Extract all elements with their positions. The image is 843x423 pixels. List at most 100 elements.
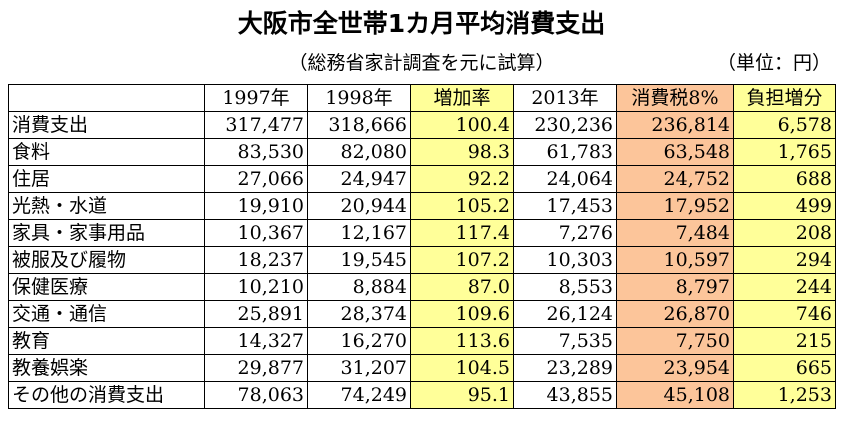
table-row: 被服及び履物 18,237 19,545 107.2 10,303 10,597 294 bbox=[8, 246, 836, 274]
value-1997: 83,530 bbox=[204, 138, 308, 166]
increase-rate: 107.2 bbox=[410, 246, 514, 274]
table-row: 交通・通信 25,891 28,374 109.6 26,124 26,870 746 bbox=[8, 300, 836, 328]
page-title: 大阪市全世帯1カ月平均消費支出 bbox=[237, 9, 606, 38]
header-increase-rate: 増加率 bbox=[410, 84, 514, 112]
row-label: 住居 bbox=[8, 165, 205, 193]
table-row: 教育 14,327 16,270 113.6 7,535 7,750 215 bbox=[8, 327, 836, 355]
consumption-tax-8pct: 23,954 bbox=[616, 354, 734, 382]
table-body: 消費支出 317,477 318,666 100.4 230,236 236,814 6,5… bbox=[8, 111, 836, 409]
row-label: 食料 bbox=[8, 138, 205, 166]
value-1997: 14,327 bbox=[204, 327, 308, 355]
table-row: 光熱・水道 19,910 20,944 105.2 17,453 17,952 499 bbox=[8, 192, 836, 220]
value-1997: 10,210 bbox=[204, 273, 308, 301]
value-2013: 26,124 bbox=[513, 300, 617, 328]
table-row: 消費支出 317,477 318,666 100.4 230,236 236,814 6,5… bbox=[8, 111, 836, 139]
value-2013: 10,303 bbox=[513, 246, 617, 274]
value-2013: 17,453 bbox=[513, 192, 617, 220]
value-1997: 27,066 bbox=[204, 165, 308, 193]
value-1997: 18,237 bbox=[204, 246, 308, 274]
table-row: 住居 27,066 24,947 92.2 24,064 24,752 688 bbox=[8, 165, 836, 193]
value-1998: 31,207 bbox=[307, 354, 411, 382]
consumption-tax-8pct: 10,597 bbox=[616, 246, 734, 274]
row-label: 被服及び履物 bbox=[8, 246, 205, 274]
increase-rate: 113.6 bbox=[410, 327, 514, 355]
value-2013: 24,064 bbox=[513, 165, 617, 193]
value-1998: 24,947 bbox=[307, 165, 411, 193]
consumption-tax-8pct: 236,814 bbox=[616, 111, 734, 139]
header-2013: 2013年 bbox=[513, 84, 617, 112]
row-label: 教養娯楽 bbox=[8, 354, 205, 382]
table-row: 教養娯楽 29,877 31,207 104.5 23,289 23,954 665 bbox=[8, 354, 836, 382]
consumption-tax-8pct: 45,108 bbox=[616, 381, 734, 409]
consumption-tax-8pct: 7,484 bbox=[616, 219, 734, 247]
header-1998: 1998年 bbox=[307, 84, 411, 112]
value-1997: 317,477 bbox=[204, 111, 308, 139]
row-label: 保健医療 bbox=[8, 273, 205, 301]
header-1997: 1997年 bbox=[204, 84, 308, 112]
burden-increase: 499 bbox=[733, 192, 836, 220]
value-1997: 29,877 bbox=[204, 354, 308, 382]
burden-increase: 215 bbox=[733, 327, 836, 355]
burden-increase: 1,765 bbox=[733, 138, 836, 166]
consumption-tax-8pct: 63,548 bbox=[616, 138, 734, 166]
header-consumption-tax: 消費税8% bbox=[616, 84, 734, 112]
burden-increase: 6,578 bbox=[733, 111, 836, 139]
burden-increase: 1,253 bbox=[733, 381, 836, 409]
value-2013: 8,553 bbox=[513, 273, 617, 301]
value-2013: 7,276 bbox=[513, 219, 617, 247]
value-1998: 12,167 bbox=[307, 219, 411, 247]
consumption-tax-8pct: 8,797 bbox=[616, 273, 734, 301]
increase-rate: 105.2 bbox=[410, 192, 514, 220]
increase-rate: 104.5 bbox=[410, 354, 514, 382]
increase-rate: 98.3 bbox=[410, 138, 514, 166]
unit-label: （単位：円） bbox=[716, 52, 831, 74]
row-label: 消費支出 bbox=[8, 111, 205, 139]
value-1998: 8,884 bbox=[307, 273, 411, 301]
burden-increase: 294 bbox=[733, 246, 836, 274]
increase-rate: 109.6 bbox=[410, 300, 514, 328]
increase-rate: 95.1 bbox=[410, 381, 514, 409]
value-1997: 19,910 bbox=[204, 192, 308, 220]
row-label: 交通・通信 bbox=[8, 300, 205, 328]
row-label: 教育 bbox=[8, 327, 205, 355]
value-1998: 16,270 bbox=[307, 327, 411, 355]
burden-increase: 688 bbox=[733, 165, 836, 193]
increase-rate: 100.4 bbox=[410, 111, 514, 139]
row-label: その他の消費支出 bbox=[8, 381, 205, 409]
table-row: 家具・家事用品 10,367 12,167 117.4 7,276 7,484 208 bbox=[8, 219, 836, 247]
subtitle: （総務省家計調査を元に試算） bbox=[288, 52, 555, 74]
value-1998: 19,545 bbox=[307, 246, 411, 274]
header-burden-increase: 負担増分 bbox=[733, 84, 836, 112]
burden-increase: 746 bbox=[733, 300, 836, 328]
value-2013: 230,236 bbox=[513, 111, 617, 139]
burden-increase: 665 bbox=[733, 354, 836, 382]
header-row: 1997年 1998年 増加率 2013年 消費税8% 負担増分 bbox=[8, 84, 836, 112]
table-row: 保健医療 10,210 8,884 87.0 8,553 8,797 244 bbox=[8, 273, 836, 301]
expenditure-table: 1997年 1998年 増加率 2013年 消費税8% 負担増分 消費支出 317… bbox=[8, 84, 836, 409]
row-label: 家具・家事用品 bbox=[8, 219, 205, 247]
value-1998: 318,666 bbox=[307, 111, 411, 139]
value-2013: 7,535 bbox=[513, 327, 617, 355]
consumption-tax-8pct: 26,870 bbox=[616, 300, 734, 328]
value-1998: 74,249 bbox=[307, 381, 411, 409]
consumption-tax-8pct: 17,952 bbox=[616, 192, 734, 220]
burden-increase: 244 bbox=[733, 273, 836, 301]
increase-rate: 87.0 bbox=[410, 273, 514, 301]
value-1998: 82,080 bbox=[307, 138, 411, 166]
value-1997: 10,367 bbox=[204, 219, 308, 247]
consumption-tax-8pct: 7,750 bbox=[616, 327, 734, 355]
value-1998: 28,374 bbox=[307, 300, 411, 328]
value-1998: 20,944 bbox=[307, 192, 411, 220]
value-1997: 78,063 bbox=[204, 381, 308, 409]
row-label: 光熱・水道 bbox=[8, 192, 205, 220]
value-1997: 25,891 bbox=[204, 300, 308, 328]
increase-rate: 92.2 bbox=[410, 165, 514, 193]
value-2013: 43,855 bbox=[513, 381, 617, 409]
burden-increase: 208 bbox=[733, 219, 836, 247]
table-row: 食料 83,530 82,080 98.3 61,783 63,548 1,765 bbox=[8, 138, 836, 166]
value-2013: 61,783 bbox=[513, 138, 617, 166]
value-2013: 23,289 bbox=[513, 354, 617, 382]
header-label bbox=[8, 84, 205, 112]
consumption-tax-8pct: 24,752 bbox=[616, 165, 734, 193]
table-row: その他の消費支出 78,063 74,249 95.1 43,855 45,108 1,25… bbox=[8, 381, 836, 409]
